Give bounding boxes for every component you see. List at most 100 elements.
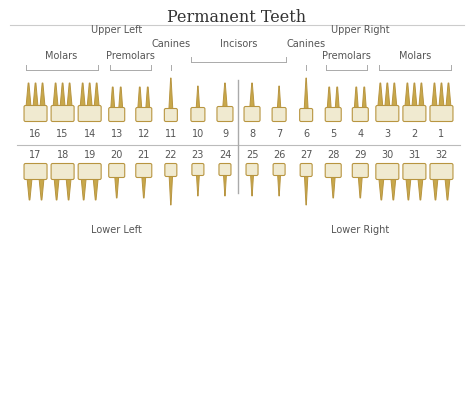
Polygon shape [111,87,115,109]
FancyBboxPatch shape [24,164,47,180]
Text: 30: 30 [381,150,393,160]
Polygon shape [327,87,331,109]
Polygon shape [358,176,362,198]
FancyBboxPatch shape [244,107,260,121]
Text: 7: 7 [276,129,282,139]
FancyBboxPatch shape [51,105,74,121]
Text: 1: 1 [438,129,445,139]
FancyBboxPatch shape [430,164,453,180]
Polygon shape [412,83,417,107]
Polygon shape [81,178,86,200]
Polygon shape [196,86,200,109]
Polygon shape [405,83,410,107]
Polygon shape [40,83,45,107]
Text: 27: 27 [300,150,312,160]
Polygon shape [418,178,423,200]
Polygon shape [53,83,58,107]
FancyBboxPatch shape [325,107,341,121]
Text: 21: 21 [137,150,150,160]
Polygon shape [39,178,44,200]
Polygon shape [27,178,32,200]
FancyBboxPatch shape [109,164,125,178]
Polygon shape [335,87,339,109]
Text: 5: 5 [330,129,337,139]
Polygon shape [60,83,65,107]
Polygon shape [80,83,85,107]
Polygon shape [67,83,72,107]
Text: 18: 18 [56,150,69,160]
Polygon shape [277,86,281,109]
Polygon shape [118,87,123,109]
Polygon shape [93,178,98,200]
FancyBboxPatch shape [51,164,74,180]
Polygon shape [419,83,424,107]
Polygon shape [385,83,390,107]
FancyBboxPatch shape [219,164,231,176]
Polygon shape [362,87,366,109]
Text: 22: 22 [164,150,177,160]
Polygon shape [354,87,358,109]
Text: Molars: Molars [399,51,431,61]
Polygon shape [392,83,397,107]
FancyBboxPatch shape [300,164,312,176]
Text: 28: 28 [327,150,339,160]
Polygon shape [94,83,99,107]
Text: 14: 14 [83,129,96,139]
Polygon shape [223,174,227,196]
Text: 32: 32 [435,150,447,160]
FancyBboxPatch shape [246,164,258,176]
FancyBboxPatch shape [78,105,101,121]
FancyBboxPatch shape [272,107,286,121]
Text: Upper Left: Upper Left [91,25,142,35]
Polygon shape [223,83,227,108]
Polygon shape [33,83,38,107]
Polygon shape [169,175,173,205]
Polygon shape [115,176,118,198]
Text: 24: 24 [219,150,231,160]
Polygon shape [331,176,335,198]
FancyBboxPatch shape [352,164,368,178]
Text: 2: 2 [411,129,418,139]
Polygon shape [54,178,59,200]
Text: 15: 15 [56,129,69,139]
Text: 29: 29 [354,150,366,160]
Text: Canines: Canines [287,39,326,49]
FancyBboxPatch shape [376,105,399,121]
Polygon shape [446,83,451,107]
FancyBboxPatch shape [300,109,313,121]
Polygon shape [406,178,411,200]
Text: Premolars: Premolars [322,51,371,61]
Text: 6: 6 [303,129,309,139]
FancyBboxPatch shape [109,107,125,121]
FancyBboxPatch shape [273,164,285,176]
Text: Permanent Teeth: Permanent Teeth [167,9,307,26]
FancyBboxPatch shape [192,164,204,176]
Polygon shape [439,83,444,107]
Text: 25: 25 [246,150,258,160]
Polygon shape [379,178,384,200]
FancyBboxPatch shape [352,107,368,121]
Text: 9: 9 [222,129,228,139]
Text: 12: 12 [137,129,150,139]
Polygon shape [278,174,281,196]
Text: 4: 4 [357,129,364,139]
Polygon shape [250,83,254,108]
Polygon shape [196,174,200,196]
FancyBboxPatch shape [24,105,47,121]
Polygon shape [66,178,71,200]
Polygon shape [138,87,142,109]
Polygon shape [391,178,396,200]
Text: Molars: Molars [46,51,78,61]
Text: 31: 31 [408,150,420,160]
FancyBboxPatch shape [136,164,152,178]
Polygon shape [378,83,383,107]
Text: Premolars: Premolars [106,51,155,61]
Text: 11: 11 [165,129,177,139]
Polygon shape [169,78,173,110]
Text: 8: 8 [249,129,255,139]
Polygon shape [142,176,146,198]
FancyBboxPatch shape [403,105,426,121]
FancyBboxPatch shape [430,105,453,121]
Text: 10: 10 [192,129,204,139]
Text: Lower Right: Lower Right [331,225,390,235]
